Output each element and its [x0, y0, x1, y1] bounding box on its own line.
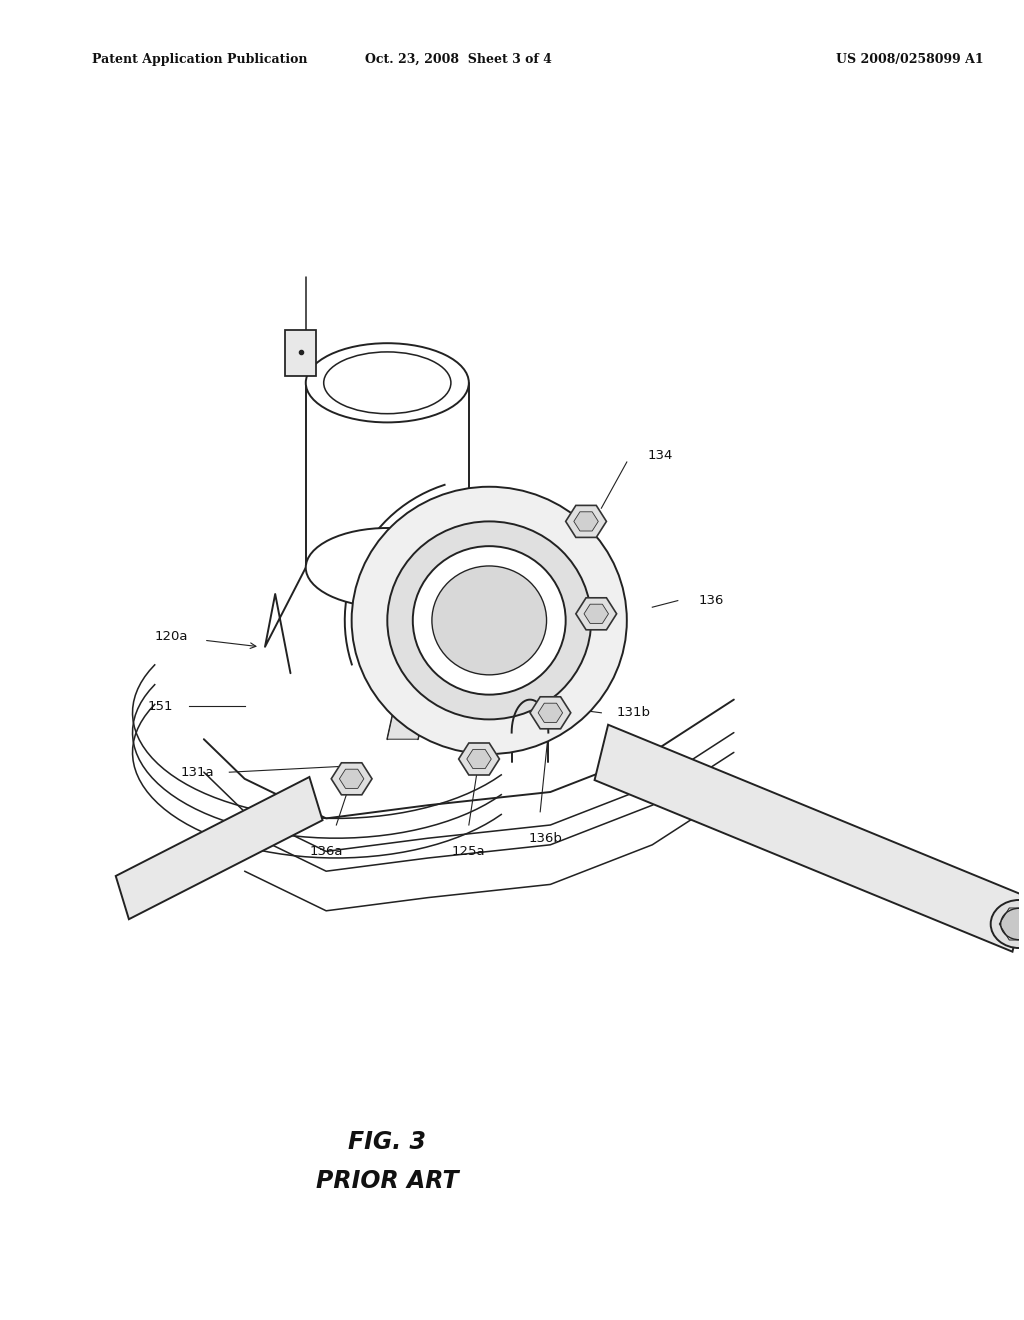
Text: 134: 134	[647, 449, 673, 462]
Ellipse shape	[351, 487, 627, 754]
Polygon shape	[467, 750, 492, 768]
Ellipse shape	[306, 528, 469, 607]
Polygon shape	[539, 704, 562, 722]
Polygon shape	[331, 763, 372, 795]
Polygon shape	[339, 770, 364, 788]
Polygon shape	[459, 743, 500, 775]
Text: 131a: 131a	[180, 766, 214, 779]
Polygon shape	[116, 777, 323, 919]
Text: 136a: 136a	[309, 845, 343, 858]
Text: 120a: 120a	[155, 630, 188, 643]
Polygon shape	[584, 605, 608, 623]
Text: US 2008/0258099 A1: US 2008/0258099 A1	[836, 53, 983, 66]
Text: Oct. 23, 2008  Sheet 3 of 4: Oct. 23, 2008 Sheet 3 of 4	[366, 53, 552, 66]
Ellipse shape	[306, 343, 469, 422]
Text: 131b: 131b	[616, 706, 650, 719]
Polygon shape	[575, 598, 616, 630]
Ellipse shape	[413, 546, 565, 694]
Text: Patent Application Publication: Patent Application Publication	[92, 53, 307, 66]
Ellipse shape	[324, 352, 451, 413]
Ellipse shape	[387, 521, 591, 719]
Polygon shape	[530, 697, 570, 729]
Polygon shape	[286, 330, 316, 376]
Text: 125a: 125a	[452, 845, 485, 858]
Ellipse shape	[1000, 908, 1024, 940]
Text: 136: 136	[698, 594, 724, 607]
Ellipse shape	[990, 900, 1024, 948]
Polygon shape	[387, 554, 459, 739]
Text: PRIOR ART: PRIOR ART	[316, 1170, 459, 1193]
Text: 151: 151	[147, 700, 173, 713]
Polygon shape	[573, 512, 598, 531]
Ellipse shape	[432, 566, 547, 675]
Polygon shape	[565, 506, 606, 537]
Text: FIG. 3: FIG. 3	[348, 1130, 426, 1154]
Text: 136b: 136b	[528, 832, 562, 845]
Polygon shape	[595, 725, 1024, 952]
